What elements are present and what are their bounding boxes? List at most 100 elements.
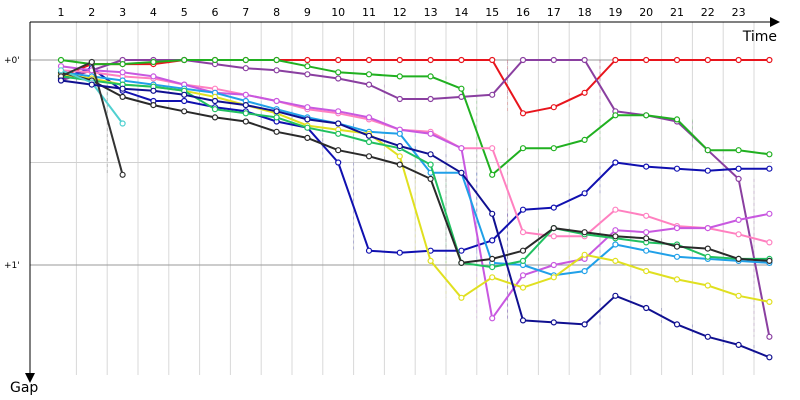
- x-tick-label: 21: [670, 6, 684, 19]
- x-tick-label: 1: [58, 6, 65, 19]
- data-point: [304, 124, 311, 131]
- data-point: [365, 114, 373, 121]
- data-point: [273, 108, 280, 115]
- data-point: [242, 110, 249, 117]
- y-tick-label: +1': [4, 261, 20, 271]
- series-line: [60, 71, 770, 277]
- data-point: [704, 282, 711, 289]
- data-point: [273, 97, 280, 105]
- y-axis-label: Gap: [10, 380, 38, 396]
- data-point: [335, 159, 342, 166]
- data-point: [119, 60, 126, 68]
- data-point: [673, 243, 681, 250]
- data-point: [581, 190, 588, 197]
- data-point: [458, 56, 465, 64]
- chart-axes: [25, 17, 780, 383]
- data-point: [735, 292, 742, 299]
- data-point: [88, 81, 95, 88]
- x-axis-label: Time: [742, 29, 777, 45]
- data-point: [612, 292, 619, 299]
- data-point: [119, 69, 126, 76]
- data-point: [704, 333, 711, 340]
- series-10: [57, 69, 773, 266]
- data-point: [396, 73, 403, 80]
- x-tick-label: 8: [273, 6, 280, 19]
- data-point: [704, 253, 711, 260]
- data-point: [150, 58, 157, 66]
- data-point: [643, 235, 650, 242]
- data-point: [643, 163, 650, 170]
- data-point: [519, 272, 527, 279]
- data-point: [673, 116, 681, 123]
- x-axis-arrow: [770, 17, 780, 27]
- series-3: [57, 56, 773, 178]
- data-point: [735, 147, 742, 154]
- data-point: [704, 56, 711, 64]
- data-point: [458, 85, 465, 92]
- data-point: [150, 101, 157, 109]
- data-point: [150, 73, 157, 80]
- x-tick-label: 22: [701, 6, 715, 19]
- data-point: [612, 206, 619, 213]
- data-point: [489, 210, 496, 217]
- data-point: [673, 165, 681, 172]
- data-point: [489, 171, 496, 178]
- data-point: [365, 71, 373, 78]
- data-point: [673, 253, 681, 260]
- series-line: [60, 65, 770, 320]
- data-point: [643, 247, 650, 254]
- data-point: [119, 85, 126, 92]
- data-point: [273, 114, 280, 121]
- data-point: [427, 151, 434, 158]
- data-point: [612, 241, 619, 248]
- data-point: [673, 225, 681, 232]
- data-point: [519, 56, 527, 64]
- data-point: [335, 147, 342, 154]
- x-tick-label: 15: [485, 6, 499, 19]
- data-point: [273, 67, 280, 74]
- series-line: [60, 75, 770, 269]
- data-point: [396, 143, 403, 150]
- data-point: [612, 257, 619, 264]
- data-point: [519, 257, 527, 264]
- data-point: [88, 58, 95, 66]
- series-line: [60, 71, 770, 264]
- data-point: [519, 247, 527, 254]
- x-tick-label: 23: [732, 6, 746, 19]
- data-point: [181, 108, 188, 115]
- data-point: [150, 87, 157, 94]
- data-point: [57, 77, 65, 84]
- data-point: [396, 95, 403, 103]
- data-point: [519, 145, 527, 152]
- data-point: [766, 151, 773, 158]
- data-point: [427, 56, 434, 64]
- data-point: [211, 114, 219, 121]
- data-point: [766, 354, 773, 361]
- data-point: [396, 249, 403, 256]
- data-point: [427, 257, 434, 264]
- data-point: [735, 255, 742, 262]
- data-point: [550, 225, 557, 232]
- data-point: [550, 204, 557, 211]
- data-point: [304, 71, 311, 78]
- data-point: [273, 56, 280, 64]
- data-point: [735, 341, 742, 348]
- data-point: [304, 116, 311, 123]
- data-point: [519, 110, 527, 117]
- data-point: [304, 134, 311, 141]
- data-point: [335, 69, 342, 76]
- data-point: [489, 145, 496, 152]
- data-point: [704, 147, 711, 154]
- data-point: [458, 259, 465, 266]
- data-point: [550, 56, 557, 64]
- data-point: [335, 56, 342, 64]
- data-point: [365, 56, 373, 64]
- y-axis-arrow: [25, 373, 35, 383]
- data-point: [242, 56, 249, 64]
- data-point: [581, 136, 588, 143]
- x-tick-label: 14: [454, 6, 468, 19]
- data-point: [612, 56, 619, 64]
- data-point: [396, 130, 403, 137]
- data-point: [643, 56, 650, 64]
- data-point: [458, 247, 465, 254]
